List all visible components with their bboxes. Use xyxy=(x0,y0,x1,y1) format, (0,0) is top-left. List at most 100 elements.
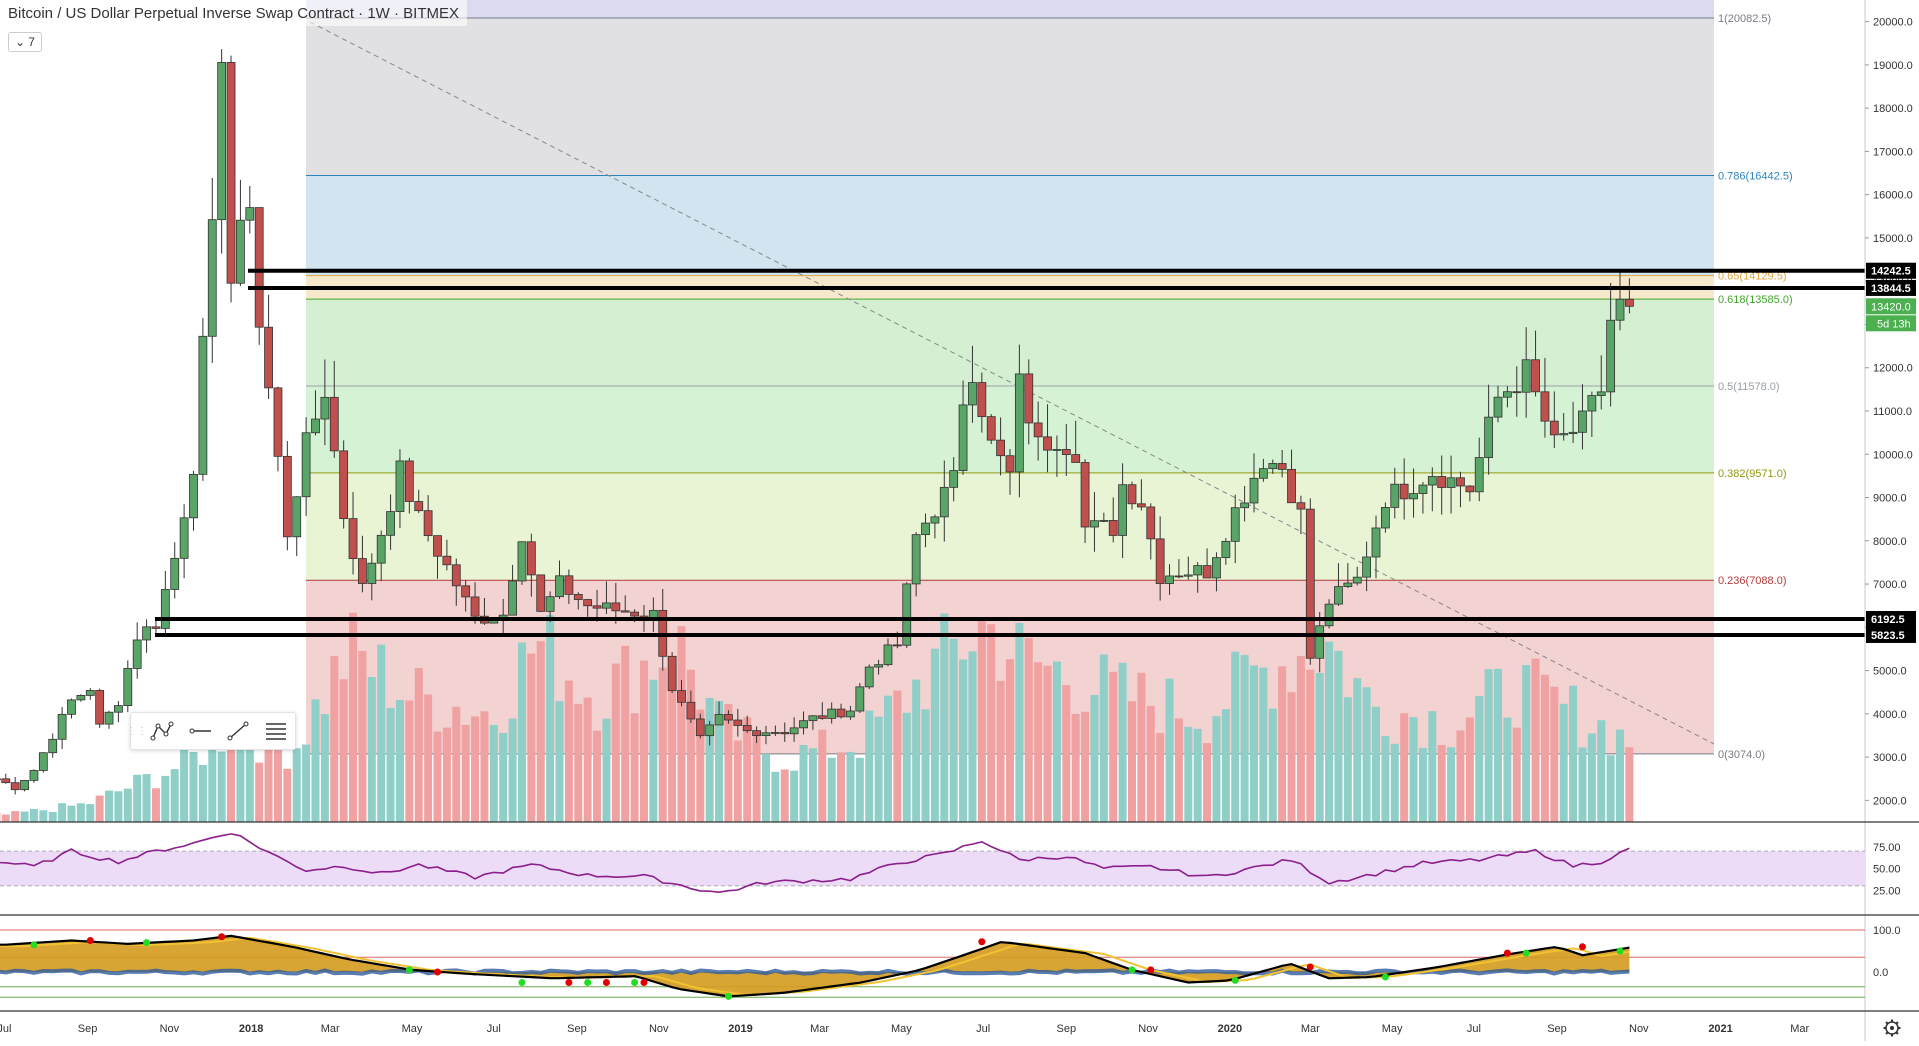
candle-body xyxy=(11,783,19,790)
volume-bar xyxy=(1334,651,1342,822)
countdown-label: 5d 13h xyxy=(1877,318,1911,330)
volume-bar xyxy=(1419,748,1427,822)
candle-body xyxy=(1100,520,1108,521)
path-tool-icon xyxy=(149,720,175,742)
volume-bar xyxy=(1184,727,1192,822)
volume-bar xyxy=(1015,623,1023,822)
volume-bar xyxy=(856,758,864,822)
candle-body xyxy=(86,690,94,695)
drag-handle-icon[interactable]: ⋮⋮ xyxy=(131,713,143,749)
volume-bar xyxy=(1147,706,1155,822)
volume-bar xyxy=(1194,729,1202,822)
fib-level-label: 0.5(11578.0) xyxy=(1718,381,1780,393)
time-tick-label: Nov xyxy=(649,1023,669,1035)
osc-marker xyxy=(434,969,441,976)
gear-hub xyxy=(1890,1026,1894,1030)
candle-body xyxy=(1175,576,1183,577)
volume-bar xyxy=(255,763,263,822)
volume-bar xyxy=(189,752,197,822)
volume-bar xyxy=(1353,678,1361,822)
candle-body xyxy=(349,519,357,559)
volume-bar xyxy=(800,745,808,822)
volume-bar xyxy=(556,701,564,822)
volume-bar xyxy=(1578,748,1586,822)
trend-line-button[interactable] xyxy=(219,713,257,749)
volume-bar xyxy=(67,806,75,822)
candle-body xyxy=(171,558,179,589)
time-tick-label: Jul xyxy=(976,1023,990,1035)
path-tool-button[interactable] xyxy=(143,713,181,749)
osc-marker xyxy=(565,979,572,986)
fib-retracement-button[interactable] xyxy=(257,713,295,749)
candle-body xyxy=(283,456,291,536)
volume-bar xyxy=(424,695,432,822)
osc-marker xyxy=(218,933,225,940)
settings-gear-icon[interactable] xyxy=(1884,1020,1901,1037)
candle-body xyxy=(39,753,47,771)
volume-bar xyxy=(978,617,986,822)
volume-bar xyxy=(762,754,770,822)
time-tick-label: May xyxy=(402,1023,423,1035)
candle-body xyxy=(734,720,742,725)
volume-bar xyxy=(1072,714,1080,822)
volume-bar xyxy=(1081,712,1089,822)
candle-body xyxy=(1503,392,1511,397)
drawing-toolbar[interactable]: ⋮⋮ xyxy=(130,712,296,750)
candle-body xyxy=(246,208,254,221)
volume-bar xyxy=(518,643,526,822)
time-tick-label: May xyxy=(891,1023,912,1035)
candle-body xyxy=(340,451,348,519)
volume-bar xyxy=(1288,692,1296,822)
candle-body xyxy=(1147,507,1155,539)
candle-body xyxy=(293,497,301,537)
candle-body xyxy=(1428,476,1436,485)
volume-bar xyxy=(1522,665,1530,822)
candle-body xyxy=(687,702,695,719)
candle-body xyxy=(1184,575,1192,576)
candle-body xyxy=(2,779,10,783)
volume-bar xyxy=(1400,713,1408,822)
candle-body xyxy=(471,597,479,616)
time-tick-label: Jul xyxy=(487,1023,501,1035)
candle-body xyxy=(321,397,329,419)
candle-body xyxy=(884,645,892,665)
time-tick-label: Mar xyxy=(810,1023,829,1035)
horizontal-ray-button[interactable] xyxy=(181,713,219,749)
candle-body xyxy=(1560,434,1568,435)
osc-marker xyxy=(1579,943,1586,950)
volume-bar xyxy=(1250,666,1258,822)
candle-body xyxy=(1288,469,1296,502)
candle-body xyxy=(77,695,85,699)
volume-bar xyxy=(940,614,948,822)
indicators-toggle-button[interactable]: ⌄ 7 xyxy=(8,32,42,52)
candle-body xyxy=(1381,507,1389,528)
volume-bar xyxy=(865,711,873,822)
volume-bar xyxy=(1447,747,1455,822)
osc-marker xyxy=(1128,966,1135,973)
candle-body xyxy=(1475,458,1483,492)
volume-bar xyxy=(574,704,582,822)
candle-body xyxy=(1541,392,1549,421)
candle-body xyxy=(105,712,113,724)
volume-bar xyxy=(434,732,442,822)
volume-bar xyxy=(1428,711,1436,822)
price-tick-label: 5000.0 xyxy=(1873,666,1907,678)
volume-bar xyxy=(462,725,470,822)
candle-body xyxy=(987,417,995,440)
candle-body xyxy=(584,600,592,606)
candle-body xyxy=(1578,411,1586,432)
osc-marker xyxy=(406,966,413,973)
gear-tooth xyxy=(1886,1022,1888,1024)
candle-body xyxy=(1325,604,1333,626)
chart-title-text: Bitcoin / US Dollar Perpetual Inverse Sw… xyxy=(8,5,459,22)
volume-bar xyxy=(668,674,676,822)
volume-bar xyxy=(706,698,714,822)
candle-body xyxy=(434,536,442,557)
volume-bar xyxy=(415,668,423,822)
candle-body xyxy=(1494,397,1502,417)
volume-bar xyxy=(537,641,545,822)
volume-bar xyxy=(1532,659,1540,822)
candle-body xyxy=(424,511,432,536)
